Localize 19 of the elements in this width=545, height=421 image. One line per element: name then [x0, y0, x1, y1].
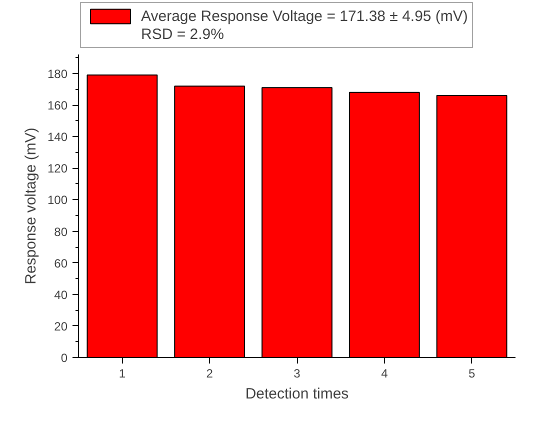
y-tick-label: 160 [47, 98, 68, 112]
x-tick-label: 1 [118, 366, 126, 380]
x-tick-label: 4 [381, 366, 388, 380]
y-tick-label: 80 [54, 224, 68, 239]
x-tick-label: 2 [206, 366, 214, 380]
y-tick-label: 140 [47, 130, 68, 144]
y-tick-label: 20 [54, 319, 68, 334]
y-tick-label: 0 [60, 351, 68, 365]
y-tick-label: 120 [47, 162, 68, 176]
y-tick-label: 100 [47, 193, 68, 208]
x-axis-title: Detection times [245, 386, 349, 402]
x-tick-label: 3 [294, 366, 301, 380]
y-tick-label: 180 [47, 66, 68, 81]
y-axis-title: Response voltage (mV) [22, 128, 40, 284]
x-tick-label: 5 [468, 366, 476, 380]
y-tick-label: 40 [54, 288, 68, 302]
text: RSD = 2.9% [141, 25, 224, 43]
legend-label: Average Response Voltage = 171.38 ± 4.95 (mV) [141, 7, 468, 25]
y-tick-label: 60 [54, 256, 68, 270]
